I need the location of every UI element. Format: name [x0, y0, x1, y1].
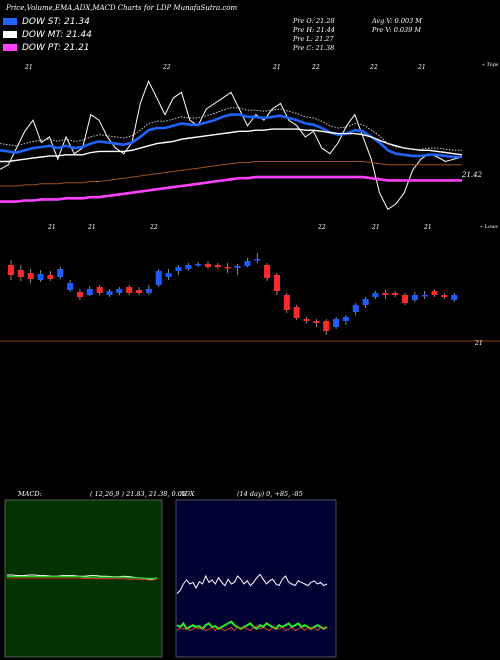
- candle-bear: [382, 293, 389, 295]
- ohlc-low: Pre L: 21.27: [293, 35, 334, 43]
- candle-bull: [362, 299, 369, 305]
- macd-params: ( 12,26,9 ) 21.83, 21.38, 0.05: [90, 490, 187, 498]
- candle-bear: [8, 265, 14, 275]
- candle-bull: [352, 305, 359, 312]
- macd-line: [7, 574, 158, 580]
- candle-bear: [27, 273, 34, 279]
- candle-bear: [17, 270, 24, 277]
- date-mark-top-2: 22: [163, 64, 171, 71]
- candle-bear: [205, 264, 211, 267]
- candle-bear: [431, 291, 438, 295]
- date-mark-bottom-4: 22: [318, 224, 326, 231]
- legend-dow-pt: DOW PT: 21.21: [3, 43, 90, 53]
- legend-label-pt: DOW PT: 21.21: [22, 43, 90, 53]
- macd-title: MACD:: [18, 490, 42, 498]
- candle-bull: [86, 289, 93, 295]
- candle-bear: [273, 275, 280, 291]
- candle-bull: [116, 289, 123, 293]
- candle-bear: [402, 295, 408, 303]
- ohlc-close: Pre C: 21.38: [293, 44, 335, 52]
- candle-bull: [185, 265, 192, 269]
- adx-title: ADX: [180, 490, 195, 498]
- candle-bull: [145, 289, 152, 293]
- candle-bear: [323, 321, 330, 331]
- legend-swatch-st: [3, 18, 17, 25]
- ema-dotted-line: [0, 107, 462, 151]
- date-mark-top-6: 21: [418, 64, 426, 71]
- ohlc-high: Pre H: 21.44: [293, 26, 335, 34]
- candle-bear: [441, 295, 448, 297]
- candle-bull: [175, 267, 182, 271]
- candle-bear: [303, 319, 310, 321]
- candle-bull: [451, 295, 458, 300]
- date-mark-top-5: 22: [370, 64, 378, 71]
- candle-bear: [293, 307, 300, 318]
- candle-bull: [372, 293, 379, 297]
- candle-bear: [47, 275, 54, 279]
- adx-plus-di-line: [176, 620, 328, 631]
- ohlc-open: Pre O: 21.28: [293, 17, 335, 25]
- candle-bull: [67, 283, 74, 290]
- date-mark-top-4: 22: [312, 64, 320, 71]
- ema-st-line: [0, 113, 462, 159]
- ema-mt-line: [0, 128, 463, 163]
- candle-bear: [283, 295, 290, 310]
- adx-lines-group: [176, 573, 328, 632]
- lows-label: « Lows: [480, 224, 498, 230]
- candle-bull: [37, 274, 44, 280]
- candle-bear: [224, 267, 231, 269]
- macd-lines-group: [7, 574, 158, 581]
- candle-bull: [411, 295, 418, 300]
- candles-group: [8, 253, 458, 335]
- ohlc-avg-volume: Avg V: 0.003 M: [372, 17, 422, 25]
- date-mark-bottom-3: 22: [150, 224, 158, 231]
- date-mark-bottom-1: 21: [48, 224, 56, 231]
- candle-bear: [313, 321, 320, 323]
- price-right-lower-label: 21: [475, 340, 483, 347]
- candle-bear: [214, 265, 221, 267]
- ohlc-prev-volume: Pre V: 0.039 M: [372, 26, 422, 34]
- ema-pt-line: [0, 175, 462, 203]
- legend-swatch-mt: [3, 31, 17, 38]
- candle-bull: [342, 317, 349, 321]
- macd-histogram-line: [7, 577, 157, 581]
- adx-minus-di-line: [176, 625, 328, 632]
- legend-swatch-pt: [3, 44, 17, 51]
- legend-dow-mt: DOW MT: 21.44: [3, 30, 92, 40]
- candle-bull: [106, 291, 113, 295]
- date-mark-bottom-5: 21: [372, 224, 380, 231]
- candle-bull: [244, 261, 251, 266]
- candle-bear: [136, 290, 143, 293]
- candle-bull: [421, 295, 428, 297]
- price-right-label: 21.42: [462, 171, 483, 179]
- date-mark-top-3: 21: [273, 64, 281, 71]
- date-mark-bottom-6: 21: [424, 224, 432, 231]
- candle-bull: [165, 273, 172, 277]
- candle-bear: [392, 293, 399, 295]
- ema-slow-line: [0, 161, 462, 187]
- chart-title: Price,Volume,EMA,ADX,MACD Charts for LDP…: [6, 4, 238, 12]
- legend-dow-st: DOW ST: 21.34: [3, 17, 90, 27]
- adx-line: [176, 573, 328, 594]
- candle-bull: [254, 259, 261, 261]
- candle-bull: [155, 271, 162, 285]
- ema-lines-group: [0, 79, 463, 211]
- tops-label: « Tops: [482, 62, 499, 68]
- adx-params: (14 day) 0, +85, -85: [237, 490, 303, 498]
- candle-bear: [76, 292, 83, 297]
- candle-bear: [126, 287, 133, 293]
- candle-bull: [333, 319, 340, 327]
- date-mark-top-1: 21: [25, 64, 33, 71]
- candle-bull: [234, 266, 241, 268]
- legend-label-st: DOW ST: 21.34: [22, 17, 90, 27]
- candle-bear: [264, 265, 271, 278]
- legend-label-mt: DOW MT: 21.44: [22, 30, 92, 40]
- date-mark-bottom-2: 21: [88, 224, 96, 231]
- candle-bull: [57, 269, 64, 277]
- macd-signal-line: [7, 575, 157, 580]
- candle-bull: [195, 264, 202, 266]
- price-line: [0, 79, 463, 211]
- candle-bear: [96, 287, 103, 293]
